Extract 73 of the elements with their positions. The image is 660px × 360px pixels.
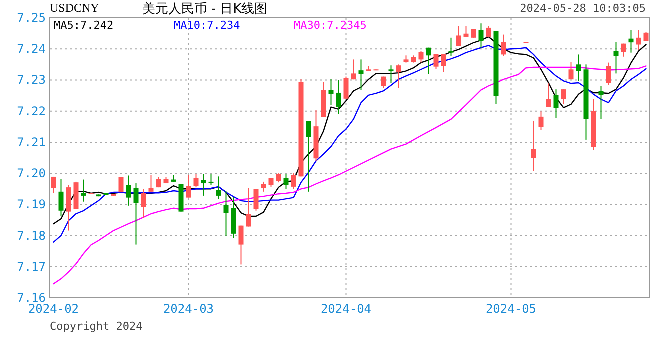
candlestick (621, 43, 626, 58)
candlestick (531, 120, 536, 172)
x-tick-label: 2024-03 (163, 302, 214, 316)
y-tick-label: 7.20 (17, 166, 46, 181)
x-tick-label: 2024-05 (486, 302, 537, 316)
candlestick (261, 181, 266, 192)
candlestick (464, 26, 469, 38)
candlestick (141, 188, 146, 219)
candlestick (434, 54, 439, 70)
y-tick-label: 7.25 (17, 11, 46, 25)
text: 2024-05-28 10:03:05 (520, 2, 646, 15)
candlestick (216, 176, 222, 200)
candlestick (426, 47, 432, 74)
candlestick (126, 175, 132, 206)
candlestick (388, 65, 394, 84)
candlestick (201, 174, 206, 196)
y-tick-label: 7.17 (17, 260, 46, 274)
candlestick (224, 190, 229, 237)
candlestick (606, 62, 612, 86)
candlestick (501, 34, 506, 57)
candlestick (351, 59, 356, 80)
line-series (53, 66, 647, 285)
x-tick-label: 2024-02 (28, 302, 80, 316)
candlestick (561, 89, 566, 105)
candlestick (614, 42, 619, 74)
candlestick (51, 176, 56, 194)
candlestick (456, 26, 462, 47)
text: MA10:7.234 (174, 19, 241, 32)
y-tick-label: 7.23 (17, 73, 46, 88)
candlestick (358, 59, 364, 91)
candlestick (254, 188, 259, 212)
candlestick (344, 76, 349, 100)
candlestick (486, 26, 492, 38)
x-tick-label: 2024-04 (320, 302, 372, 316)
y-tick-label: 7.22 (17, 104, 46, 118)
candlestick (568, 62, 574, 80)
candlestick (238, 225, 244, 266)
candlestick (194, 174, 199, 188)
candlestick (546, 83, 552, 108)
candlestick (418, 50, 424, 64)
candlestick (246, 188, 252, 228)
candlestick (636, 30, 642, 51)
candlestick (478, 23, 484, 48)
y-tick-label: 7.19 (17, 198, 46, 212)
y-tick-label: 7.24 (17, 42, 46, 56)
text: MA30:7.2345 (294, 19, 367, 32)
candlestick (134, 183, 139, 246)
chart-title: 美元人民币 - 日K线图 (142, 1, 268, 17)
candlestick (644, 32, 649, 42)
chart-subtitle: USDCNY (50, 1, 100, 15)
candlestick (58, 178, 64, 217)
y-tick-label: 7.16 (17, 291, 46, 305)
candlestick (291, 173, 296, 190)
candlestick (148, 174, 154, 192)
candlestick (81, 179, 86, 202)
candlestick (186, 174, 192, 198)
text: Copyright 2024 (50, 320, 144, 333)
candlestick (598, 86, 604, 120)
candlestick (448, 37, 454, 57)
candlestick (396, 64, 402, 88)
y-tick-label: 7.18 (17, 228, 46, 243)
y-tick-label: 7.21 (17, 135, 46, 150)
candlestick (276, 173, 282, 184)
candlestick (628, 30, 634, 54)
candlestick (538, 111, 544, 130)
candlestick (284, 174, 289, 190)
candlestick (306, 120, 312, 192)
candlestick (576, 54, 582, 82)
text: MA5:7.242 (54, 19, 114, 32)
candlestick (336, 80, 342, 115)
candlestick (441, 54, 446, 73)
candlestick (328, 78, 334, 106)
candlestick (554, 89, 559, 119)
